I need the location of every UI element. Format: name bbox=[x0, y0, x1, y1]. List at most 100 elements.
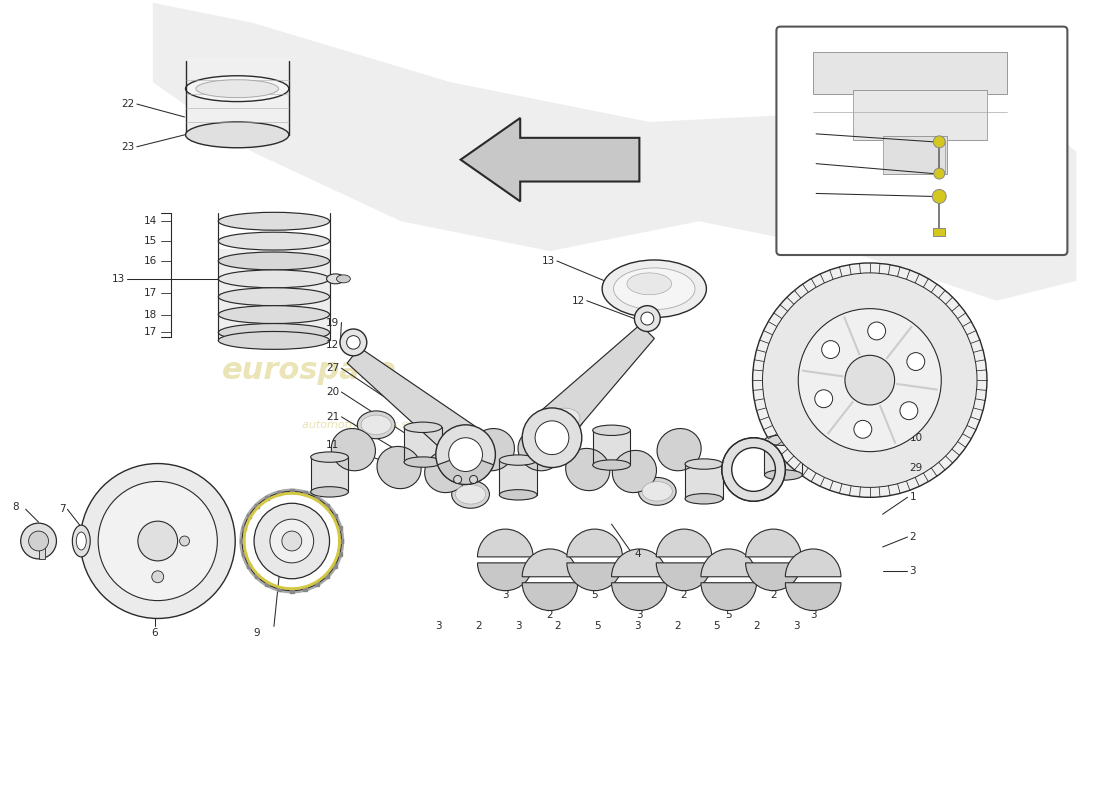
Ellipse shape bbox=[218, 252, 330, 270]
Wedge shape bbox=[701, 549, 757, 577]
Ellipse shape bbox=[186, 122, 289, 148]
Circle shape bbox=[799, 309, 942, 452]
Bar bbox=[933, 228, 945, 236]
Circle shape bbox=[635, 306, 660, 331]
Ellipse shape bbox=[76, 532, 86, 550]
Circle shape bbox=[21, 523, 56, 559]
Ellipse shape bbox=[73, 525, 90, 557]
Circle shape bbox=[752, 263, 987, 498]
Text: 23: 23 bbox=[122, 142, 135, 152]
Ellipse shape bbox=[642, 482, 672, 501]
Circle shape bbox=[29, 531, 48, 551]
Text: 5: 5 bbox=[714, 622, 720, 631]
Ellipse shape bbox=[218, 212, 330, 230]
Text: 3: 3 bbox=[910, 566, 916, 576]
PathPatch shape bbox=[153, 2, 1076, 301]
Ellipse shape bbox=[614, 268, 695, 310]
Ellipse shape bbox=[455, 485, 486, 504]
Ellipse shape bbox=[471, 429, 515, 470]
Text: 16: 16 bbox=[143, 256, 157, 266]
Text: 14: 14 bbox=[143, 216, 157, 226]
Circle shape bbox=[282, 531, 301, 551]
Circle shape bbox=[854, 420, 872, 438]
Ellipse shape bbox=[186, 76, 289, 102]
Circle shape bbox=[138, 521, 177, 561]
Wedge shape bbox=[566, 563, 623, 590]
Text: 22: 22 bbox=[122, 99, 135, 109]
Text: 3: 3 bbox=[436, 622, 442, 631]
Ellipse shape bbox=[310, 486, 349, 497]
Ellipse shape bbox=[613, 450, 657, 493]
Circle shape bbox=[933, 190, 946, 203]
Wedge shape bbox=[657, 529, 712, 557]
Ellipse shape bbox=[657, 429, 701, 470]
Text: 15: 15 bbox=[143, 236, 157, 246]
Text: 2: 2 bbox=[770, 590, 777, 600]
Text: 12: 12 bbox=[572, 296, 585, 306]
Wedge shape bbox=[746, 529, 801, 557]
Ellipse shape bbox=[565, 448, 609, 490]
Ellipse shape bbox=[685, 459, 723, 470]
Bar bbox=[404, 427, 442, 462]
Wedge shape bbox=[438, 454, 494, 485]
Ellipse shape bbox=[218, 323, 330, 342]
Circle shape bbox=[815, 390, 833, 408]
Ellipse shape bbox=[550, 408, 580, 428]
Wedge shape bbox=[746, 563, 801, 590]
Text: 27: 27 bbox=[327, 363, 340, 374]
Text: 2: 2 bbox=[674, 622, 681, 631]
Ellipse shape bbox=[358, 411, 395, 438]
Bar bbox=[852, 90, 987, 140]
Ellipse shape bbox=[546, 404, 584, 432]
Text: 5: 5 bbox=[594, 622, 601, 631]
Circle shape bbox=[340, 329, 366, 356]
Text: 1: 1 bbox=[910, 492, 916, 502]
Text: 17: 17 bbox=[143, 327, 157, 338]
Text: 8: 8 bbox=[12, 502, 19, 512]
Ellipse shape bbox=[327, 274, 344, 284]
Ellipse shape bbox=[685, 494, 723, 504]
Text: 6: 6 bbox=[152, 628, 158, 638]
Ellipse shape bbox=[196, 80, 278, 98]
Circle shape bbox=[436, 425, 495, 485]
Circle shape bbox=[470, 475, 477, 483]
Circle shape bbox=[762, 273, 977, 487]
Wedge shape bbox=[522, 549, 578, 577]
Wedge shape bbox=[612, 549, 668, 577]
Text: 21: 21 bbox=[327, 412, 340, 422]
Bar bbox=[39, 539, 44, 559]
Circle shape bbox=[933, 136, 945, 148]
Text: 3: 3 bbox=[793, 622, 800, 631]
Circle shape bbox=[449, 438, 483, 471]
Circle shape bbox=[254, 503, 330, 578]
Text: 12: 12 bbox=[327, 340, 340, 350]
Text: 25: 25 bbox=[802, 158, 814, 169]
Wedge shape bbox=[722, 438, 785, 502]
Bar bbox=[593, 430, 630, 465]
Polygon shape bbox=[461, 118, 639, 202]
Text: automotive parts since 1985: automotive parts since 1985 bbox=[301, 420, 462, 430]
Text: 2: 2 bbox=[910, 532, 916, 542]
Wedge shape bbox=[477, 563, 534, 590]
Text: 4: 4 bbox=[635, 549, 641, 559]
Circle shape bbox=[98, 482, 218, 601]
Text: 5: 5 bbox=[725, 610, 733, 619]
Text: 17: 17 bbox=[143, 288, 157, 298]
Ellipse shape bbox=[593, 460, 630, 470]
Circle shape bbox=[522, 408, 582, 467]
Ellipse shape bbox=[452, 481, 490, 508]
Wedge shape bbox=[701, 582, 757, 610]
Text: 3: 3 bbox=[636, 610, 642, 619]
Circle shape bbox=[906, 353, 925, 370]
Circle shape bbox=[868, 322, 886, 340]
Circle shape bbox=[934, 168, 945, 179]
Wedge shape bbox=[477, 529, 534, 557]
Bar bbox=[764, 440, 802, 475]
Text: 2: 2 bbox=[475, 622, 482, 631]
Ellipse shape bbox=[593, 425, 630, 435]
Text: 29: 29 bbox=[910, 462, 923, 473]
Text: 24: 24 bbox=[802, 129, 814, 139]
Polygon shape bbox=[541, 325, 654, 438]
Text: 7: 7 bbox=[58, 504, 65, 514]
Text: 26: 26 bbox=[802, 189, 814, 198]
